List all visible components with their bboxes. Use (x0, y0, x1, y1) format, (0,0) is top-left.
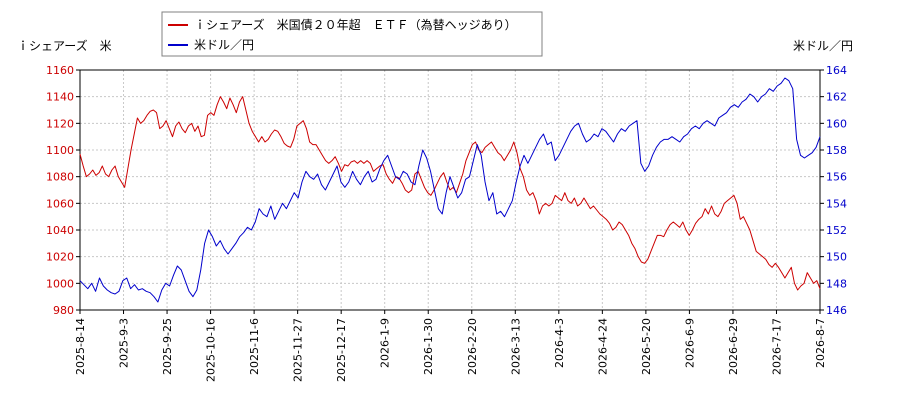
legend: ｉシェアーズ 米国債２０年超 ＥＴＦ（為替ヘッジあり） 米ドル／円 (161, 11, 543, 57)
x-tick-label: 2026-6-9 (683, 318, 696, 368)
x-tick-label: 2026-3-13 (509, 318, 522, 375)
right-tick-label: 160 (826, 117, 847, 130)
x-tick-label: 2025-9-3 (118, 318, 131, 368)
left-axis: 980 1000 1020 1040 1060 1080 1100 1120 1140 1160 (46, 64, 80, 317)
left-tick-label: 1100 (46, 144, 74, 157)
x-tick-label: 2025-11-6 (248, 318, 261, 375)
x-tick-label: 2025-12-17 (335, 318, 348, 382)
left-tick-label: 980 (53, 304, 74, 317)
plot-frame (79, 69, 821, 311)
right-tick-label: 146 (826, 304, 847, 317)
series-line-usdjpy (79, 77, 821, 303)
right-tick-label: 154 (826, 197, 847, 210)
legend-box (161, 11, 543, 57)
left-tick-label: 1000 (46, 277, 74, 290)
right-tick-label: 162 (826, 91, 847, 104)
left-tick-label: 1140 (46, 91, 74, 104)
right-tick-label: 158 (826, 144, 847, 157)
right-tick-label: 152 (826, 224, 847, 237)
x-tick-label: 2025-9-25 (161, 318, 174, 375)
left-tick-label: 1040 (46, 224, 74, 237)
x-tick-label: 2026-5-20 (640, 318, 653, 375)
left-tick-label: 1020 (46, 251, 74, 264)
x-tick-label: 2026-6-29 (727, 318, 740, 375)
right-tick-label: 156 (826, 171, 847, 184)
series-layer (79, 77, 821, 303)
x-tick-label: 2026-4-3 (553, 318, 566, 368)
right-axis-title: 米ドル／円 (793, 39, 853, 53)
series-line-etf (79, 96, 821, 291)
x-tick-label: 2026-1-9 (379, 318, 392, 368)
right-tick-label: 150 (826, 251, 847, 264)
right-tick-label: 148 (826, 277, 847, 290)
x-tick-label: 2025-8-14 (74, 318, 87, 375)
x-tick-label: 2026-4-24 (596, 318, 609, 375)
x-tick-label: 2025-11-27 (292, 318, 305, 382)
right-tick-label: 164 (826, 64, 847, 77)
legend-label-etf: ｉシェアーズ 米国債２０年超 ＥＴＦ（為替ヘッジあり） (194, 17, 517, 32)
x-tick-label: 2025-10-16 (205, 318, 218, 382)
right-axis: 146 148 150 152 154 156 158 160 162 164 (820, 64, 847, 317)
x-tick-label: 2026-8-7 (814, 318, 827, 368)
left-tick-label: 1060 (46, 197, 74, 210)
left-tick-label: 1160 (46, 64, 74, 77)
x-axis: 2025-8-14 2025-9-3 2025-9-25 2025-10-16 2025… (74, 310, 827, 382)
x-tick-label: 2026-2-20 (466, 318, 479, 375)
left-tick-label: 1080 (46, 171, 74, 184)
x-tick-label: 2026-7-17 (770, 318, 783, 375)
x-tick-label: 2026-1-30 (422, 318, 435, 375)
legend-label-usdjpy: 米ドル／円 (194, 38, 254, 52)
left-tick-label: 1120 (46, 117, 74, 130)
left-axis-title: ｉシェアーズ 米 (17, 38, 112, 53)
